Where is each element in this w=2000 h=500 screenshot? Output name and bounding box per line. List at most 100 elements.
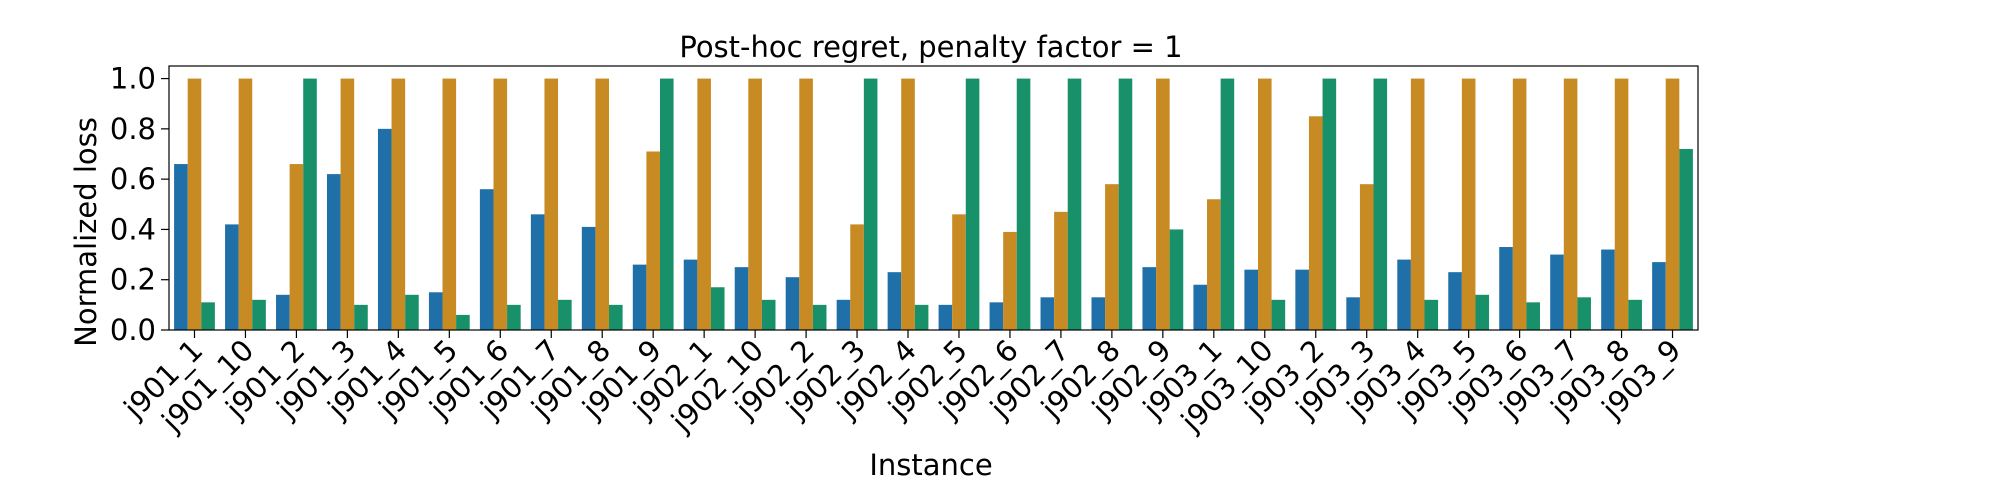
bar-j903_5-s3 [1475, 294, 1490, 330]
bar-j903_6-s3 [1526, 302, 1541, 330]
bar-j903_7-s3 [1577, 297, 1591, 330]
bar-j901_10-s2 [238, 78, 253, 330]
y-tick-label: 0.6 [110, 162, 156, 196]
bar-j903_3-s2 [1359, 184, 1374, 330]
bar-j902_9-s1 [1142, 267, 1157, 330]
bar-j902_3-s1 [836, 299, 851, 330]
bar-j903_4-s1 [1397, 259, 1411, 330]
bar-j903_4-s3 [1424, 299, 1439, 330]
bar-j903_8-s2 [1614, 78, 1629, 330]
bar-j903_9-s1 [1652, 262, 1666, 330]
bar-j901_8-s2 [595, 78, 610, 330]
bar-j901_7-s2 [544, 78, 559, 330]
plot-frame [168, 65, 1699, 331]
bar-j901_5-s3 [456, 314, 470, 330]
bar-j902_10-s1 [734, 267, 749, 330]
bar-j903_9-s3 [1679, 148, 1693, 330]
bar-j903_5-s1 [1448, 272, 1462, 330]
bar-j901_6-s2 [493, 78, 508, 330]
x-axis-label: Instance [869, 448, 992, 482]
bar-j902_2-s3 [812, 304, 827, 330]
bar-j901_6-s1 [479, 189, 494, 330]
bar-j903_10-s2 [1257, 78, 1272, 330]
y-axis: 0.0 0.2 0.4 0.6 0.8 1.0 [110, 62, 169, 347]
bar-j901_9-s3 [659, 78, 674, 330]
bar-j902_1-s1 [683, 259, 698, 330]
bar-j903_9-s2 [1665, 78, 1680, 330]
bar-j903_8-s3 [1628, 299, 1642, 330]
bar-j902_7-s1 [1040, 297, 1055, 330]
bar-j901_1-s2 [187, 78, 202, 330]
bar-j901_6-s3 [507, 304, 521, 330]
bar-j902_6-s2 [1003, 231, 1017, 330]
bar-j901_3-s3 [354, 304, 368, 330]
bar-j901_2-s1 [276, 294, 290, 330]
bar-j903_1-s2 [1207, 199, 1221, 330]
bar-j903_2-s2 [1308, 116, 1323, 331]
bar-j901_7-s1 [530, 214, 545, 330]
bar-j901_9-s2 [646, 151, 660, 330]
bar-j903_10-s3 [1271, 299, 1286, 330]
y-tick-label: 0.2 [110, 263, 156, 297]
bar-j903_8-s1 [1601, 249, 1615, 330]
bar-j903_5-s2 [1461, 78, 1476, 330]
bar-j902_6-s3 [1016, 78, 1031, 330]
bar-j902_5-s2 [952, 214, 966, 330]
bar-j902_6-s1 [989, 302, 1004, 330]
bar-j901_8-s1 [581, 226, 596, 330]
bar-j901_3-s2 [340, 78, 355, 330]
bar-j902_4-s1 [887, 272, 902, 330]
bar-j902_7-s3 [1067, 78, 1082, 330]
bars-group [174, 78, 1693, 331]
bar-j902_1-s2 [697, 78, 711, 330]
bar-j901_4-s3 [405, 294, 419, 330]
bar-j902_9-s3 [1169, 229, 1184, 330]
bar-j901_5-s1 [428, 292, 443, 330]
bar-j901_7-s3 [558, 299, 572, 330]
bar-j903_10-s1 [1244, 269, 1258, 330]
bar-j901_2-s3 [303, 78, 317, 330]
bar-j902_3-s3 [863, 78, 878, 330]
bar-j903_6-s1 [1499, 247, 1513, 330]
bar-j901_8-s3 [609, 304, 623, 330]
bar-j902_1-s3 [710, 287, 725, 330]
bar-j903_1-s1 [1193, 284, 1208, 330]
bar-j903_7-s2 [1563, 78, 1578, 330]
bar-j902_5-s3 [965, 78, 980, 330]
chart-title: Post-hoc regret, penalty factor = 1 [679, 30, 1182, 64]
y-tick-label: 0.4 [110, 212, 156, 246]
bar-j903_6-s2 [1512, 78, 1527, 330]
y-tick-label: 0.0 [110, 313, 156, 347]
bar-j902_10-s3 [761, 299, 776, 330]
bar-j901_3-s1 [326, 174, 341, 330]
bar-j902_2-s2 [799, 78, 813, 330]
bar-j903_3-s1 [1346, 297, 1360, 330]
bar-j902_2-s1 [785, 277, 800, 330]
bar-j901_10-s1 [225, 224, 239, 330]
bar-j903_7-s1 [1550, 254, 1564, 330]
bar-j901_1-s3 [201, 302, 215, 330]
y-axis-label: Normalized loss [69, 117, 103, 347]
bar-j902_4-s3 [914, 304, 929, 330]
bar-j902_8-s2 [1105, 184, 1119, 330]
bar-j902_8-s3 [1118, 78, 1133, 330]
bar-j902_10-s2 [748, 78, 762, 330]
bar-j902_8-s1 [1091, 297, 1106, 330]
bar-j901_4-s2 [391, 78, 406, 330]
y-tick-label: 0.8 [110, 112, 156, 146]
y-tick-label: 1.0 [110, 62, 156, 96]
bar-j901_2-s2 [289, 164, 304, 330]
bar-j902_3-s2 [850, 224, 864, 330]
bar-j901_1-s1 [174, 164, 188, 330]
bar-j903_1-s3 [1220, 78, 1235, 330]
bar-j901_5-s2 [442, 78, 457, 330]
bar-j903_2-s3 [1322, 78, 1337, 330]
bar-j902_9-s2 [1156, 78, 1170, 330]
bar-j903_2-s1 [1295, 269, 1309, 330]
bar-j903_4-s2 [1410, 78, 1425, 330]
bar-j902_4-s2 [901, 78, 915, 330]
bar-j901_10-s3 [252, 299, 266, 330]
bar-j901_4-s1 [377, 128, 392, 330]
bar-j902_7-s2 [1054, 211, 1068, 330]
